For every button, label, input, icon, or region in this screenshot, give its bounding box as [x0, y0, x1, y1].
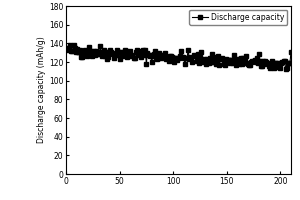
- Y-axis label: Discharge capacity (mAh/g): Discharge capacity (mAh/g): [37, 37, 46, 143]
- Legend: Discharge capacity: Discharge capacity: [189, 10, 287, 25]
